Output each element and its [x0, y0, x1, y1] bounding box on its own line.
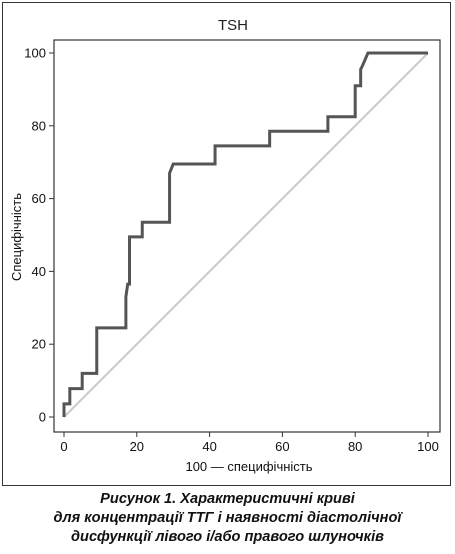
x-axis-label: 100 — специфічність	[185, 459, 312, 474]
y-tick-label: 60	[32, 191, 46, 206]
y-tick-label: 0	[39, 410, 46, 425]
caption-line-3: дисфункції лівого і/або правого шлуночкі…	[71, 529, 384, 545]
chart-frame: TSH 0 20 40 60 80 100 0 20 40 60 80 100 100 — специ…	[2, 2, 451, 486]
reference-diagonal	[63, 52, 429, 418]
y-tick-label: 40	[32, 264, 46, 279]
x-tick-label: 40	[202, 439, 216, 454]
roc-chart: TSH 0 20 40 60 80 100 0 20 40 60 80 100 100 — специ…	[9, 17, 441, 474]
roc-curve	[62, 51, 428, 417]
x-tick-label: 60	[275, 439, 289, 454]
x-tick-label: 100	[417, 439, 439, 454]
y-tick-label: 100	[24, 46, 46, 61]
plot-area-border	[53, 39, 441, 433]
caption-line-1: Рисунок 1. Характеристичні криві	[100, 491, 355, 507]
y-tick-label: 20	[32, 337, 46, 352]
series-layer	[62, 51, 429, 418]
y-axis-label: Специфічність	[9, 193, 24, 281]
axes: 0 20 40 60 80 100 0 20 40 60 80 100	[24, 39, 441, 454]
chart-title: TSH	[218, 17, 248, 34]
figure-caption: Рисунок 1. Характеристичні криві для кон…	[0, 490, 455, 547]
caption-line-2: для концентрації ТТГ і наявності діастол…	[53, 510, 402, 526]
x-tick-label: 80	[348, 439, 362, 454]
y-tick-label: 80	[32, 118, 46, 133]
x-tick-label: 0	[60, 439, 67, 454]
x-tick-label: 20	[130, 439, 144, 454]
